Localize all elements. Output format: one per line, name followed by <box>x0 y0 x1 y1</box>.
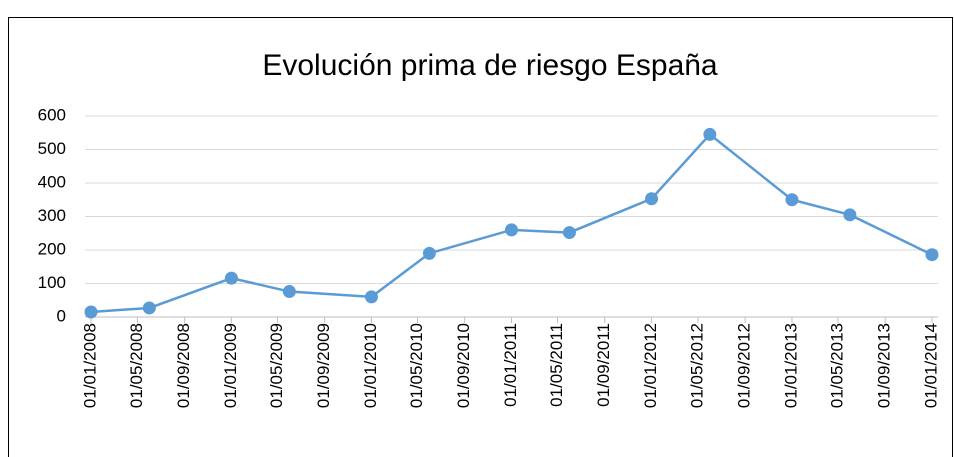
data-point <box>422 246 436 260</box>
x-tick-label: 01/09/2010 <box>454 323 473 408</box>
data-point <box>562 226 576 240</box>
y-tick-label: 300 <box>38 206 66 225</box>
x-tick-label: 01/05/2010 <box>407 323 426 408</box>
y-tick-label: 500 <box>38 139 66 158</box>
data-point <box>84 305 98 319</box>
x-tick-label: 01/09/2008 <box>174 323 193 408</box>
data-point <box>843 208 857 222</box>
x-tick-label: 01/01/2013 <box>781 323 800 408</box>
x-tick-label: 01/05/2008 <box>127 323 146 408</box>
chart-title: Evolución prima de riesgo España <box>262 49 718 82</box>
data-point <box>785 193 799 207</box>
y-tick-label: 0 <box>57 306 66 325</box>
y-tick-label: 100 <box>38 273 66 292</box>
data-point <box>142 301 156 315</box>
x-tick-label: 01/01/2011 <box>501 323 520 407</box>
y-tick-label: 600 <box>38 105 66 124</box>
data-point <box>505 223 518 237</box>
data-point <box>645 192 659 206</box>
data-point <box>364 290 378 304</box>
y-tick-label: 400 <box>38 172 66 191</box>
x-tick-label: 01/01/2008 <box>80 323 99 408</box>
data-point <box>224 271 238 285</box>
data-point <box>703 127 717 141</box>
y-tick-label: 200 <box>38 239 66 258</box>
x-tick-label: 01/09/2011 <box>594 323 613 407</box>
x-tick-label: 01/05/2013 <box>827 323 846 408</box>
x-tick-label: 01/09/2012 <box>735 323 754 408</box>
x-tick-label: 01/05/2009 <box>267 323 286 408</box>
x-tick-label: 01/01/2010 <box>361 323 380 408</box>
x-tick-label: 01/09/2009 <box>314 323 333 408</box>
x-tick-label: 01/05/2011 <box>547 323 566 407</box>
data-point <box>282 285 296 299</box>
x-tick-label: 01/01/2012 <box>641 323 660 408</box>
data-point <box>925 248 939 262</box>
chart-frame <box>8 17 953 457</box>
x-tick-label: 01/09/2013 <box>875 323 894 408</box>
x-tick-label: 01/01/2014 <box>921 323 940 408</box>
x-tick-label: 01/01/2009 <box>221 323 240 408</box>
x-tick-label: 01/05/2012 <box>687 323 706 408</box>
